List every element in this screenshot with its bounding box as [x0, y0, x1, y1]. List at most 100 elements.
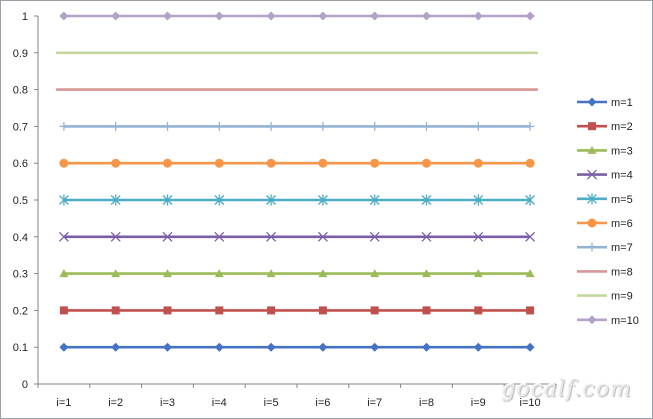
point-marker — [59, 306, 68, 315]
point-marker — [369, 194, 380, 206]
legend-item: m=6 — [577, 218, 633, 230]
y-tick-label: 0.7 — [13, 121, 28, 133]
point-marker — [266, 194, 277, 206]
point-marker — [58, 231, 69, 242]
point-marker — [162, 231, 173, 242]
point-marker — [111, 121, 121, 131]
legend-label: m=6 — [611, 218, 633, 230]
point-marker — [473, 158, 483, 168]
point-marker — [266, 231, 277, 242]
point-marker — [422, 121, 431, 131]
point-marker — [214, 269, 224, 278]
point-marker — [318, 158, 328, 168]
point-marker — [422, 158, 431, 168]
legend: m=1 m=2 m=3 m=4 m=5 m=6 m=7 m=8 m=9 m=10 — [577, 97, 639, 327]
legend-item: m=10 — [577, 315, 639, 327]
point-marker — [59, 158, 69, 168]
x-tick-label: i=6 — [315, 397, 330, 409]
y-tick-label: 0.5 — [13, 195, 28, 207]
point-marker — [473, 11, 483, 21]
series-3 — [59, 269, 535, 278]
y-tick-label: 0.2 — [13, 305, 28, 317]
point-marker — [163, 158, 172, 168]
point-marker — [370, 121, 380, 131]
y-tick-label: 0.3 — [13, 269, 28, 281]
y-tick-label: 0.9 — [13, 48, 28, 60]
point-marker — [317, 194, 328, 206]
point-marker — [526, 306, 535, 315]
x-tick-label: i=2 — [108, 397, 123, 409]
series-10 — [59, 11, 535, 21]
legend-label: m=4 — [611, 170, 633, 182]
point-marker — [370, 306, 379, 315]
y-tick-label: 0.1 — [13, 342, 28, 354]
point-marker — [111, 306, 120, 315]
point-marker — [318, 11, 328, 21]
legend-item: m=2 — [577, 121, 633, 133]
point-marker — [370, 158, 380, 168]
point-marker — [317, 231, 328, 242]
series-5 — [58, 194, 536, 206]
point-marker — [110, 231, 121, 242]
y-axis-ticks: 0 0.1 0.2 0.3 0.4 0.5 0.6 0.7 0.8 0.9 1 — [13, 11, 38, 391]
point-marker — [422, 342, 431, 352]
point-marker — [422, 269, 431, 278]
point-marker — [111, 269, 121, 278]
point-marker — [163, 306, 172, 315]
point-marker — [588, 122, 596, 131]
point-marker — [473, 121, 483, 131]
series-2 — [59, 306, 535, 315]
point-marker — [111, 158, 121, 168]
point-marker — [267, 306, 276, 315]
legend-label: m=1 — [611, 97, 633, 109]
x-tick-label: i=4 — [212, 397, 227, 409]
point-marker — [525, 269, 535, 278]
point-marker — [215, 306, 224, 315]
legend-label: m=8 — [611, 266, 633, 278]
point-marker — [163, 269, 172, 278]
y-tick-label: 0 — [22, 379, 28, 391]
series-7 — [59, 121, 535, 131]
point-marker — [525, 194, 536, 206]
point-marker — [525, 158, 535, 168]
point-marker — [266, 158, 276, 168]
point-marker — [525, 11, 535, 21]
x-axis-ticks: i=1 i=2 i=3 i=4 i=5 i=6 i=7 i=8 i=9 i=10 — [37, 384, 557, 409]
point-marker — [587, 97, 597, 107]
point-marker — [266, 11, 276, 21]
point-marker — [214, 231, 225, 242]
point-marker — [473, 342, 483, 352]
point-marker — [59, 11, 69, 21]
point-marker — [369, 231, 380, 242]
watermark: gocalf.com — [501, 377, 632, 402]
legend-item: m=5 — [577, 193, 633, 206]
point-marker — [214, 194, 225, 206]
x-tick-label: i=8 — [419, 397, 434, 409]
y-tick-label: 0.8 — [13, 85, 28, 97]
point-marker — [421, 194, 432, 206]
series-group — [56, 11, 538, 352]
point-marker — [111, 11, 121, 21]
point-marker — [163, 11, 172, 21]
point-marker — [370, 11, 380, 21]
point-marker — [318, 121, 328, 131]
legend-label: m=7 — [611, 242, 633, 254]
y-tick-label: 0.6 — [13, 158, 28, 170]
x-tick-label: i=9 — [471, 397, 486, 409]
point-marker — [318, 342, 328, 352]
point-marker — [58, 194, 69, 206]
point-marker — [163, 121, 172, 131]
point-marker — [59, 121, 69, 131]
legend-item: m=9 — [577, 291, 633, 303]
y-tick-label: 0.4 — [13, 232, 28, 244]
point-marker — [370, 269, 380, 278]
point-marker — [266, 121, 276, 131]
point-marker — [214, 342, 224, 352]
point-marker — [474, 306, 483, 315]
point-marker — [214, 121, 224, 131]
legend-label: m=5 — [611, 194, 633, 206]
legend-item: m=3 — [577, 145, 633, 157]
point-marker — [110, 194, 121, 206]
